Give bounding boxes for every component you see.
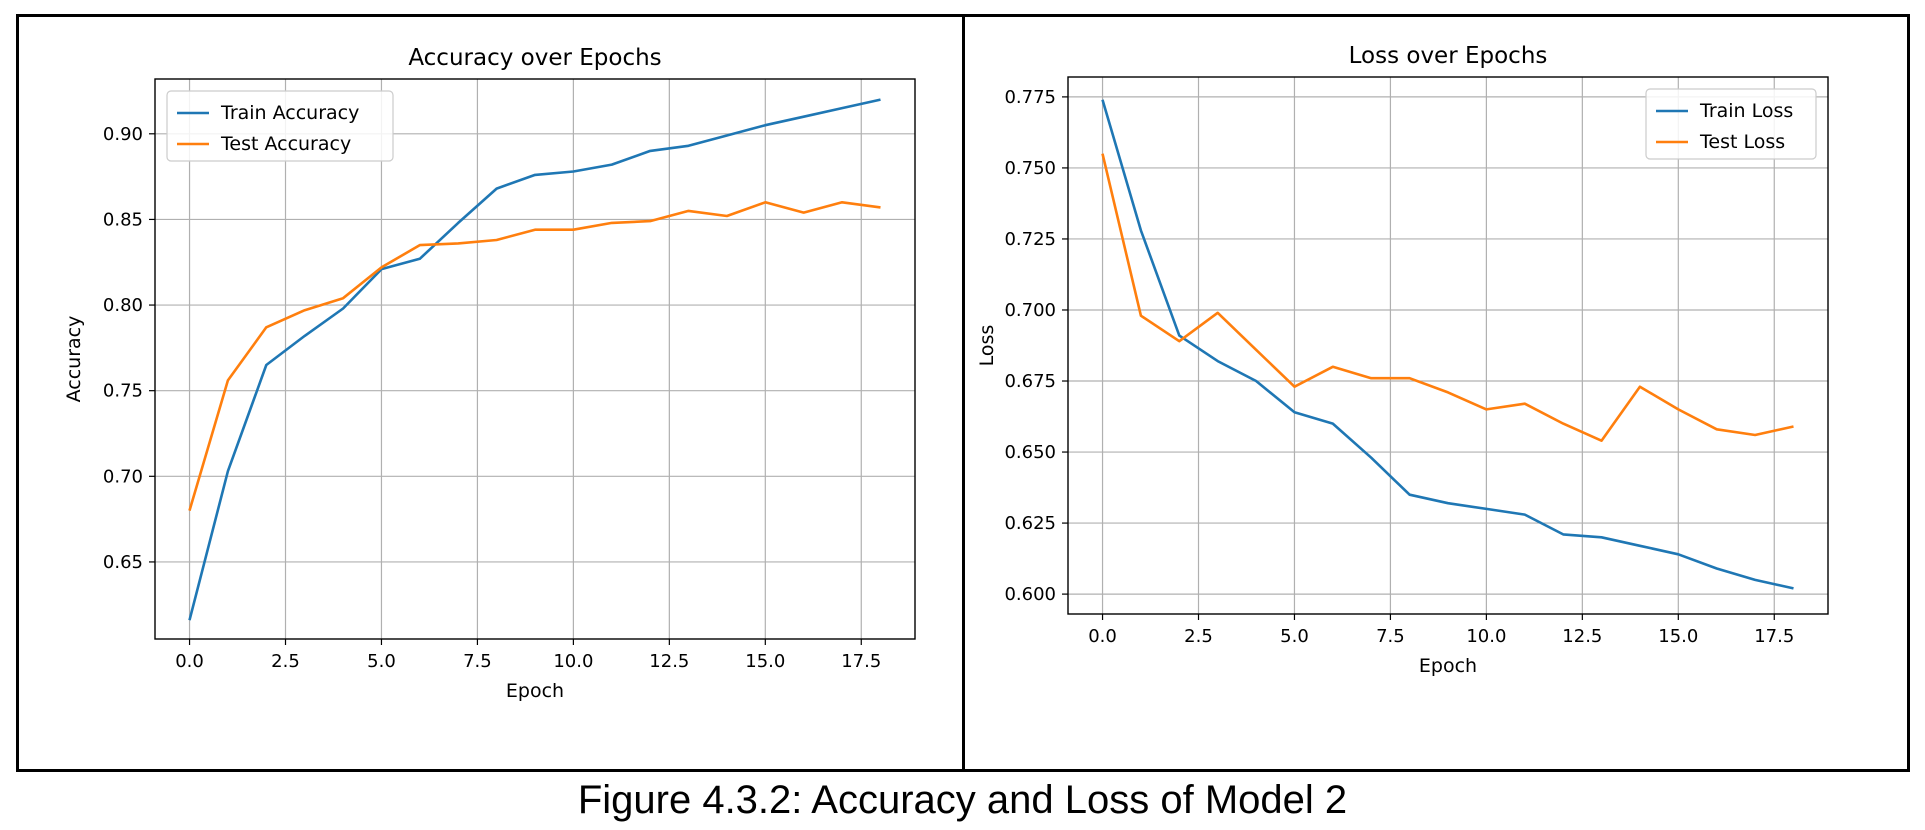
loss-y-tick-label: 0.700 bbox=[1004, 300, 1056, 321]
accuracy-x-tick-label: 15.0 bbox=[745, 651, 785, 672]
loss-x-tick-label: 0.0 bbox=[1088, 626, 1117, 647]
accuracy-y-tick-label: 0.75 bbox=[103, 381, 143, 402]
accuracy-chart-title: Accuracy over Epochs bbox=[408, 45, 661, 71]
accuracy-legend: Train Accuracy Test Accuracy bbox=[166, 90, 394, 162]
loss-y-tick-label: 0.775 bbox=[1004, 87, 1056, 108]
accuracy-x-axis-label: Epoch bbox=[506, 680, 564, 702]
loss-y-tick-label: 0.625 bbox=[1004, 513, 1056, 534]
accuracy-legend-box bbox=[166, 90, 394, 162]
accuracy-series-test-accuracy bbox=[188, 201, 881, 511]
accuracy-y-tick-label: 0.65 bbox=[103, 552, 143, 573]
loss-legend-label: Test Loss bbox=[1699, 131, 1785, 153]
loss-y-tick-label: 0.600 bbox=[1004, 584, 1056, 605]
loss-y-tick-label: 0.650 bbox=[1004, 442, 1056, 463]
loss-legend: Train Loss Test Loss bbox=[1645, 88, 1817, 160]
loss-x-tick-label: 2.5 bbox=[1184, 626, 1213, 647]
loss-chart-title: Loss over Epochs bbox=[1349, 43, 1548, 69]
loss-x-tick-label: 12.5 bbox=[1562, 626, 1602, 647]
accuracy-legend-label: Test Accuracy bbox=[220, 133, 351, 155]
accuracy-series-train-accuracy bbox=[188, 98, 881, 621]
figure-frame: Accuracy over Epochs 0.0 2.5 5.0 7.5 10.0 12.5… bbox=[16, 14, 1910, 772]
accuracy-y-axis-label: Accuracy bbox=[63, 316, 85, 403]
accuracy-y-tick-label: 0.70 bbox=[103, 466, 143, 487]
loss-y-tick-label: 0.750 bbox=[1004, 158, 1056, 179]
loss-x-axis-label: Epoch bbox=[1419, 655, 1477, 677]
accuracy-x-tick-label: 2.5 bbox=[271, 651, 300, 672]
accuracy-plot-frame bbox=[154, 78, 916, 640]
accuracy-y-tick-label: 0.85 bbox=[103, 209, 143, 230]
accuracy-panel: Accuracy over Epochs 0.0 2.5 5.0 7.5 10.0 12.5… bbox=[19, 17, 965, 769]
loss-x-tick-label: 10.0 bbox=[1466, 626, 1506, 647]
loss-y-tick-label: 0.675 bbox=[1004, 371, 1056, 392]
accuracy-x-tick-label: 10.0 bbox=[553, 651, 593, 672]
loss-x-tick-label: 17.5 bbox=[1754, 626, 1794, 647]
loss-x-tick-label: 5.0 bbox=[1280, 626, 1309, 647]
loss-panel: Loss over Epochs 0.0 2.5 5.0 7.5 10.0 12.5 15.0… bbox=[965, 17, 1907, 769]
accuracy-grid bbox=[155, 79, 915, 639]
loss-legend-box bbox=[1645, 88, 1817, 160]
loss-y-tick-label: 0.725 bbox=[1004, 229, 1056, 250]
accuracy-legend-label: Train Accuracy bbox=[220, 102, 359, 124]
loss-series-test-loss bbox=[1101, 153, 1794, 443]
accuracy-x-tick-label: 7.5 bbox=[463, 651, 492, 672]
loss-x-tick-label: 15.0 bbox=[1658, 626, 1698, 647]
figure-caption: Figure 4.3.2: Accuracy and Loss of Model… bbox=[577, 778, 1348, 822]
accuracy-x-tick-label: 17.5 bbox=[841, 651, 881, 672]
loss-plot-frame bbox=[1067, 76, 1829, 615]
loss-y-axis-label: Loss bbox=[976, 325, 998, 367]
accuracy-chart: Accuracy over Epochs 0.0 2.5 5.0 7.5 10.0 12.5… bbox=[63, 45, 916, 702]
accuracy-y-tick-label: 0.80 bbox=[103, 295, 143, 316]
accuracy-x-tick-label: 12.5 bbox=[649, 651, 689, 672]
loss-series-train-loss bbox=[1101, 99, 1794, 590]
loss-x-tick-label: 7.5 bbox=[1376, 626, 1405, 647]
accuracy-x-tick-label: 0.0 bbox=[175, 651, 204, 672]
loss-legend-label: Train Loss bbox=[1699, 100, 1793, 122]
loss-chart: Loss over Epochs 0.0 2.5 5.0 7.5 10.0 12.5 15.0… bbox=[976, 43, 1829, 677]
accuracy-x-tick-label: 5.0 bbox=[367, 651, 396, 672]
accuracy-y-tick-label: 0.90 bbox=[103, 124, 143, 145]
